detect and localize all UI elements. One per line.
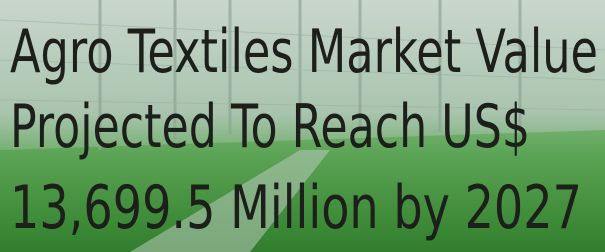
headline-line: Agro Textiles Market Value	[10, 17, 598, 87]
page: {"headline": {"lines": ["Agro Textiles M…	[0, 0, 605, 252]
headline-line: Projected To Reach US$	[10, 92, 530, 162]
banner: Agro Textiles Market Value Projected To …	[0, 0, 605, 252]
headline-line: 13,699.5 Million by 2027	[10, 173, 582, 243]
